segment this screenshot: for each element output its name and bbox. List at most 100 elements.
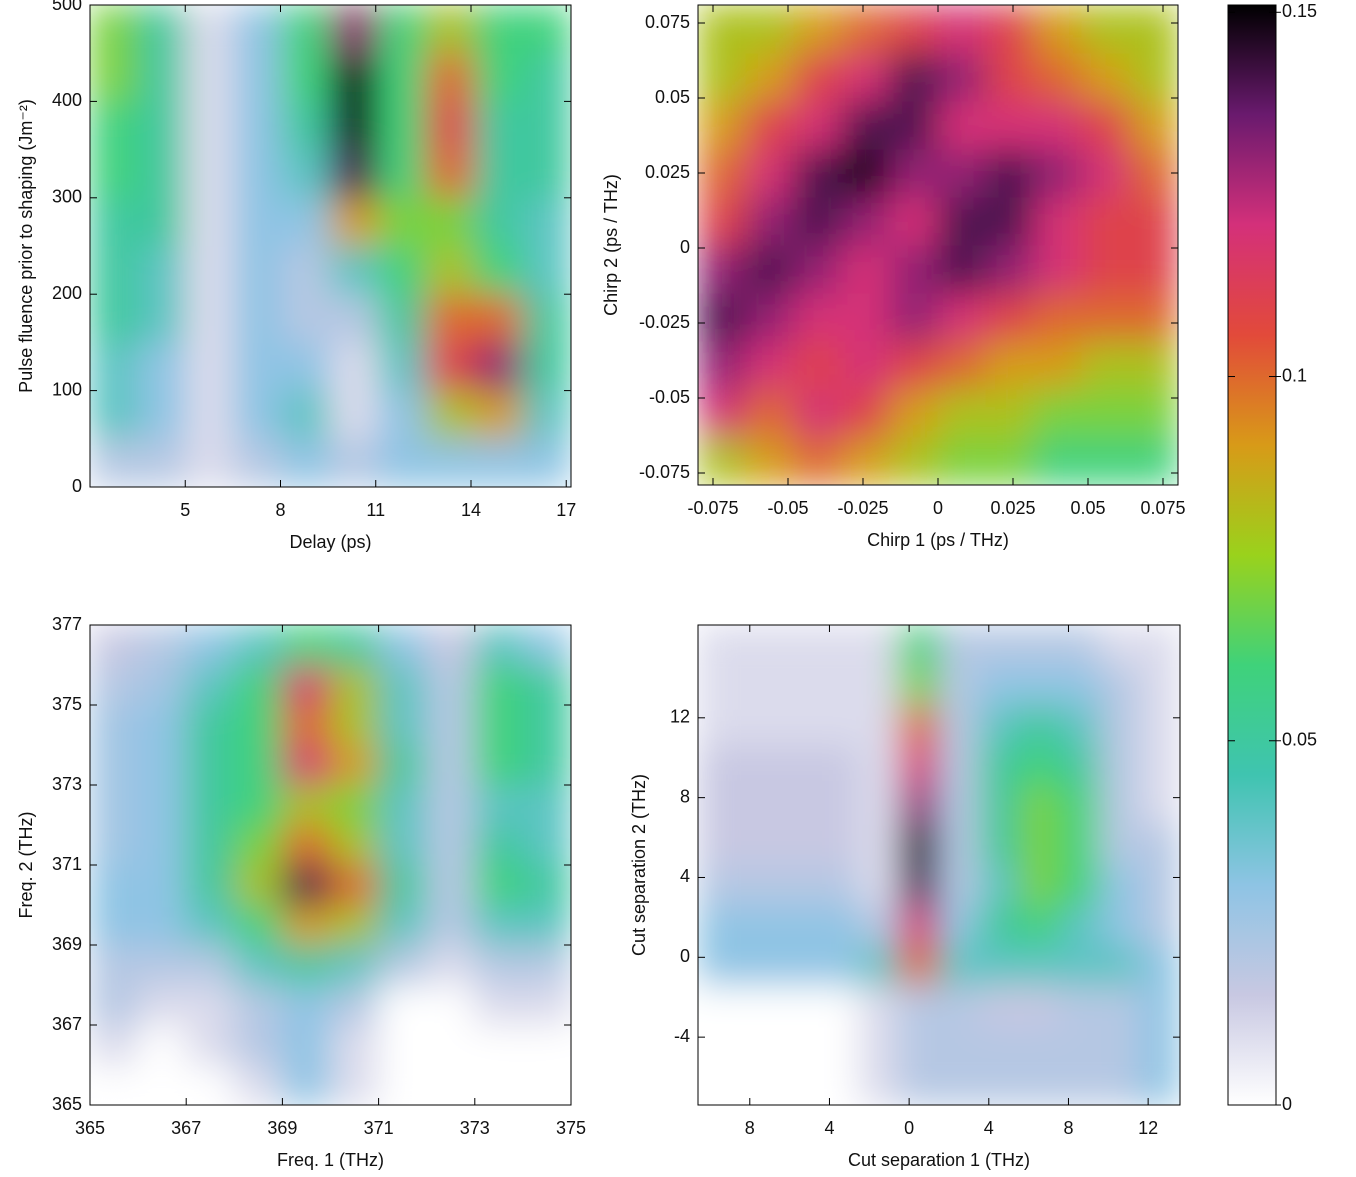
heat-cell [522,704,571,746]
heat-cell [858,1024,900,1066]
heat-cell [858,864,900,906]
heat-cell [841,5,891,54]
heat-cell [698,944,739,986]
heat-cell [281,390,331,440]
heat-cell [858,824,900,866]
heat-cell [938,944,980,986]
heat-cell [90,864,139,906]
heat-cell [898,704,940,746]
heat-cell [90,245,139,295]
heat-cell [777,944,819,986]
heat-cell [937,148,987,198]
heat-cell [1139,1024,1180,1066]
heat-cell [90,52,139,102]
colorbar-tick-label: 0.05 [1282,730,1317,750]
heat-cell [90,390,139,440]
x-tick-label: 0.075 [1140,498,1185,518]
heat-cell [522,245,571,295]
heat-cell [698,1064,739,1105]
x-tick-label: 8 [1063,1118,1073,1138]
heat-cell [522,784,571,826]
heat-cell [474,293,524,343]
heat-cell [858,1064,900,1105]
heatmap [90,625,571,1105]
heat-cell [777,984,819,1026]
heat-cell [793,52,843,102]
heat-cell [185,625,235,666]
x-tick-label: 4 [984,1118,994,1138]
heat-cell [426,197,476,247]
heat-cell [137,149,187,199]
heat-cell [281,864,331,906]
y-tick-label: -0.05 [649,387,690,407]
heat-cell [898,864,940,906]
heat-cell [233,784,283,826]
heat-cell [889,292,939,342]
x-tick-label: 0 [904,1118,914,1138]
heat-cell [281,245,331,295]
heat-cell [1099,704,1141,746]
heat-cell [90,984,139,1026]
heat-cell [737,984,779,1026]
heat-cell [378,664,428,706]
heat-cell [698,824,739,866]
heat-cell [978,984,1020,1026]
heat-cell [985,100,1035,150]
heat-cell [281,52,331,102]
heat-cell [281,438,331,487]
heat-cell [522,438,571,487]
heat-cell [1059,904,1101,946]
y-tick-label: -0.075 [639,462,690,482]
heat-cell [330,984,380,1026]
heat-cell [233,1024,283,1066]
y-tick-label: 500 [52,0,82,14]
y-tick-label: 200 [52,283,82,303]
heat-cell [474,944,524,986]
heat-cell [1059,944,1101,986]
heat-cell [793,436,843,485]
heat-cell [938,1064,980,1105]
heat-cell [937,388,987,438]
heat-cell [137,744,187,786]
heat-cell [1099,984,1141,1026]
y-tick-label: 12 [670,707,690,727]
heat-cell [1129,52,1178,102]
heat-cell [281,149,331,199]
heat-cell [978,664,1020,706]
heat-cell [1081,388,1131,438]
heat-cell [841,52,891,102]
heat-cell [1018,1064,1060,1105]
heat-cell [1033,5,1083,54]
heat-cell [1059,824,1101,866]
heat-cell [737,664,779,706]
heatmap-panel [90,625,571,1105]
heat-cell [1129,100,1178,150]
heat-cell [898,784,940,826]
x-tick-label: 369 [267,1118,297,1138]
heat-cell [1059,984,1101,1026]
heat-cell [474,52,524,102]
heat-cell [330,100,380,151]
y-tick-label: 371 [52,854,82,874]
heat-cell [233,438,283,487]
heat-cell [1033,340,1083,390]
heat-cell [90,293,139,343]
heat-cell [937,292,987,342]
heat-cell [777,864,819,906]
heat-cell [889,5,939,54]
heat-cell [698,625,739,666]
heat-cell [937,52,987,102]
heat-cell [698,196,747,246]
heat-cell [818,824,860,866]
heat-cell [1081,5,1131,54]
heat-cell [978,1064,1020,1105]
heat-cell [793,388,843,438]
y-tick-label: 375 [52,694,82,714]
heat-cell [522,293,571,343]
heat-cell [378,984,428,1026]
heat-cell [1059,1064,1101,1105]
heat-cell [841,340,891,390]
heat-cell [185,904,235,946]
heat-cell [698,148,747,198]
heat-cell [793,148,843,198]
